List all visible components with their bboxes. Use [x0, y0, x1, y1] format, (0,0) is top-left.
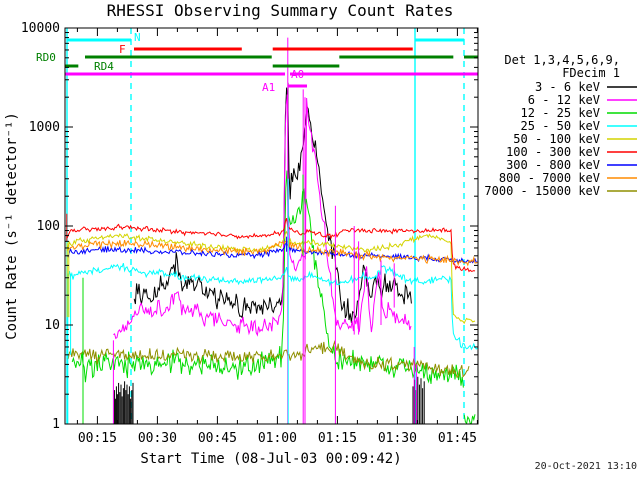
legend-entry: 800 - 7000 keV — [499, 171, 637, 185]
y-tick-label: 10 — [44, 318, 60, 333]
flag-label-n: N — [134, 31, 141, 44]
legend-entry: 25 - 50 keV — [521, 119, 637, 133]
x-tick-label: 00:45 — [198, 431, 237, 446]
legend-entry-label: 100 - 300 keV — [506, 145, 600, 159]
legend-entry-label: 800 - 7000 keV — [499, 171, 600, 185]
series-7000-15000keV — [66, 339, 470, 378]
x-tick-label: 00:15 — [78, 431, 117, 446]
legend-entry: 100 - 300 keV — [506, 145, 637, 159]
legend-entry-label: 12 - 25 keV — [521, 106, 600, 120]
series-800-7000keV — [66, 238, 478, 267]
y-tick-label: 1 — [52, 417, 60, 432]
legend-entry-label: 50 - 100 keV — [513, 132, 600, 146]
series-25-50keV — [66, 263, 478, 351]
chart-title: RHESSI Observing Summary Count Rates — [107, 1, 454, 20]
legend-title-line: Det 1,3,4,5,6,9, — [504, 53, 620, 67]
x-axis-title: Start Time (08-Jul-03 00:09:42) — [140, 451, 401, 467]
legend-entry: 300 - 800 keV — [506, 158, 637, 172]
legend-entry: 50 - 100 keV — [513, 132, 637, 146]
legend-entry: 12 - 25 keV — [521, 106, 637, 120]
series-6-12keV — [113, 94, 412, 340]
legend-title-line: FDecim 1 — [562, 66, 620, 80]
series-300-800keV — [66, 243, 478, 265]
legend-entry-label: 25 - 50 keV — [521, 119, 600, 133]
series-50-100keV — [66, 230, 476, 325]
flag-label-f: F — [119, 43, 126, 56]
legend-entry-label: 3 - 6 keV — [535, 80, 600, 94]
x-tick-label: 01:30 — [378, 431, 417, 446]
flag-label-a0: A0 — [291, 68, 304, 81]
x-tick-label: 01:15 — [318, 431, 357, 446]
legend-entry: 3 - 6 keV — [535, 80, 637, 94]
count-rate-curves — [66, 37, 478, 424]
series-12-25keV — [463, 414, 476, 424]
x-tick-label: 00:30 — [138, 431, 177, 446]
flag-bars: NF RD0 RD4 A0 A1 — [36, 31, 478, 94]
flag-label-a1: A1 — [262, 81, 275, 94]
y-tick-label: 10000 — [21, 21, 60, 36]
x-tick-label: 01:45 — [438, 431, 477, 446]
series-3-6keV — [133, 87, 412, 323]
flag-label-rd0: RD0 — [36, 51, 56, 64]
axes: 00:15 00:30 00:45 01:00 01:15 01:30 01:45 1 10 10… — [21, 21, 479, 446]
series-100-300keV — [66, 218, 476, 273]
legend-entry-label: 7000 - 15000 keV — [484, 184, 600, 198]
plot-timestamp: 20-Oct-2021 13:10 — [535, 461, 637, 472]
y-axis-title: Count Rate (s⁻¹ detector⁻¹) — [4, 112, 20, 340]
legend-entry-label: 6 - 12 keV — [528, 93, 600, 107]
flag-label-rd4: RD4 — [94, 60, 114, 73]
y-tick-label: 100 — [37, 219, 60, 234]
y-tick-label: 1000 — [29, 120, 60, 135]
legend-entry-label: 300 - 800 keV — [506, 158, 600, 172]
x-tick-label: 01:00 — [258, 431, 297, 446]
legend-entry: 7000 - 15000 keV — [484, 184, 637, 198]
legend-entry: 6 - 12 keV — [528, 93, 637, 107]
